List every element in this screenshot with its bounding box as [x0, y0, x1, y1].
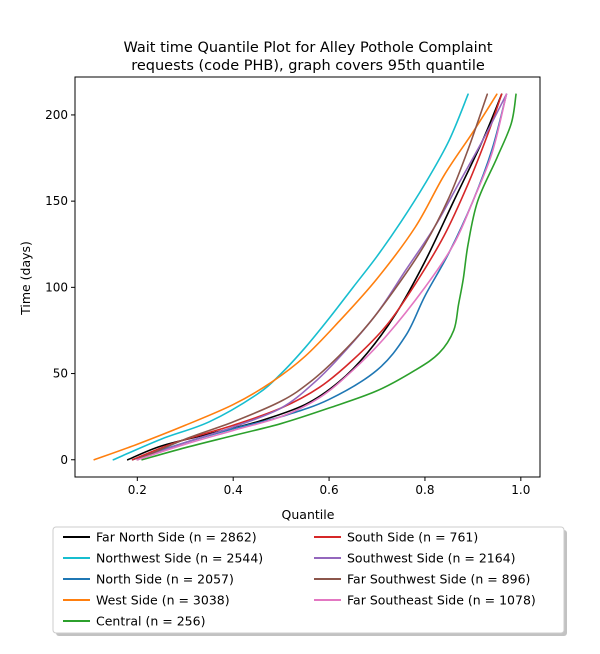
y-tick-label: 100: [45, 280, 68, 294]
series-line-2: [112, 93, 469, 461]
legend-box: [52, 526, 565, 634]
legend-label-8: Far Southwest Side (n = 896): [347, 572, 530, 587]
legend-label-4: West Side (n = 3038): [96, 593, 230, 608]
series-line-5: [141, 93, 517, 461]
series-line-8: [136, 93, 489, 461]
y-tick-label: 150: [45, 194, 68, 208]
legend-label-5: Central (n = 256): [96, 614, 205, 629]
legend-label-7: Southwest Side (n = 2164): [347, 551, 516, 566]
x-tick-label: 0.6: [320, 483, 339, 497]
x-tick-label: 0.4: [224, 483, 243, 497]
legend-label-2: Northwest Side (n = 2544): [96, 551, 263, 566]
legend: Far North Side (n = 2862) Northwest Side …: [52, 526, 567, 636]
x-tick-label: 0.8: [415, 483, 434, 497]
legend-label-6: South Side (n = 761): [347, 530, 478, 545]
series-line-9: [136, 93, 508, 461]
y-tick-label: 0: [60, 453, 68, 467]
chart-title-line-1: Wait time Quantile Plot for Alley Pothol…: [123, 40, 492, 56]
y-axis-label: Time (days): [18, 241, 33, 316]
chart-title-line-2: requests (code PHB), graph covers 95th q…: [131, 58, 485, 74]
legend-label-1: Far North Side (n = 2862): [96, 530, 257, 545]
y-tick-label: 50: [53, 367, 68, 381]
legend-label-9: Far Southeast Side (n = 1078): [347, 593, 536, 608]
axes-frame: [74, 76, 541, 478]
x-axis-label: Quantile: [282, 507, 335, 522]
x-tick-label: 1.0: [511, 483, 530, 497]
plot-area: 0.2 0.4 0.6 0.8 1.0 0 50 100 150 200: [45, 76, 541, 497]
series-line-4: [93, 93, 498, 461]
series-line-1: [126, 93, 503, 461]
x-tick-label: 0.2: [128, 483, 147, 497]
series-line-6: [131, 93, 503, 461]
legend-label-3: North Side (n = 2057): [96, 572, 234, 587]
series-lines: [93, 93, 517, 461]
y-tick-label: 200: [45, 108, 68, 122]
